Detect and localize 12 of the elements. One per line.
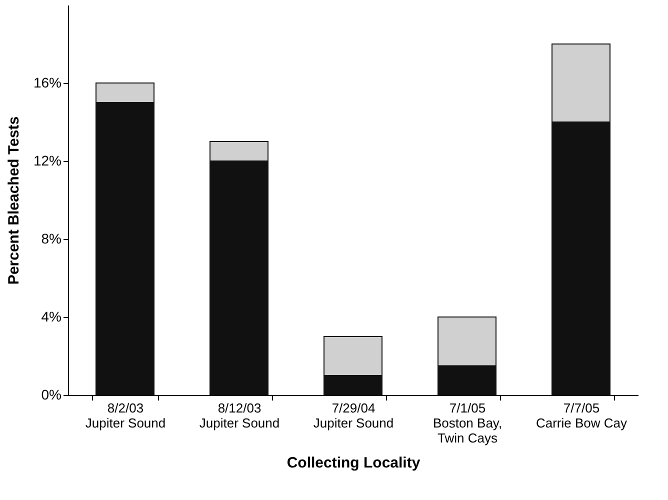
x-tick-label: 7/29/04 Jupiter Sound xyxy=(313,400,394,430)
y-tick-label: 8% xyxy=(41,230,62,246)
x-axis-title: Collecting Locality xyxy=(286,454,421,472)
x-tick-label: 7/7/05 Carrie Bow Cay xyxy=(536,400,628,430)
y-tick-label: 12% xyxy=(33,152,62,168)
x-tick-label: 7/1/05 Boston Bay, Twin Cays xyxy=(432,400,502,446)
x-tick-label: 8/2/03 Jupiter Sound xyxy=(85,400,166,430)
x-tick-label: 8/12/03 Jupiter Sound xyxy=(199,400,280,430)
y-tick-label: 16% xyxy=(33,74,62,90)
y-tick-label: 4% xyxy=(41,308,62,324)
y-axis-title: Percent Bleached Tests xyxy=(5,116,22,285)
y-tick-label: 0% xyxy=(41,386,62,402)
